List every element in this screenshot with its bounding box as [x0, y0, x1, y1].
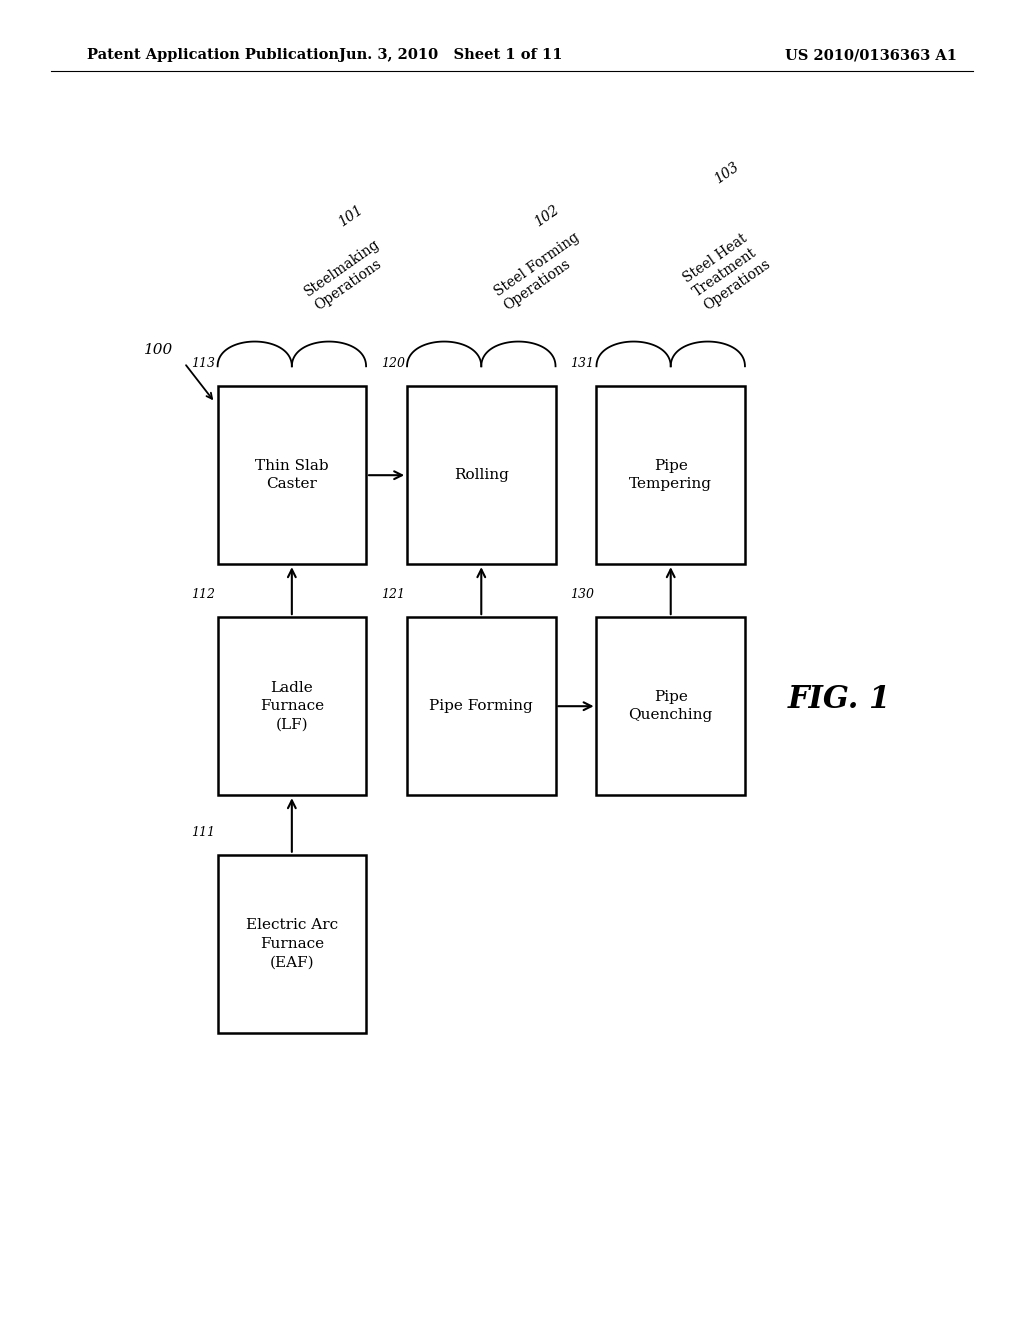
Bar	[407, 385, 555, 565]
Text: FIG. 1: FIG. 1	[788, 684, 891, 715]
Text: Pipe
Quenching: Pipe Quenching	[629, 690, 713, 722]
Text: Thin Slab
Caster: Thin Slab Caster	[255, 459, 329, 491]
Text: 113: 113	[191, 358, 215, 370]
Text: 121: 121	[381, 589, 404, 602]
Bar	[217, 855, 366, 1032]
Text: Rolling: Rolling	[454, 469, 509, 482]
Text: 101: 101	[336, 202, 366, 228]
Text: 102: 102	[531, 202, 561, 228]
Bar	[217, 618, 366, 795]
Text: 100: 100	[144, 343, 173, 356]
Text: US 2010/0136363 A1: US 2010/0136363 A1	[785, 49, 957, 62]
Text: Pipe Forming: Pipe Forming	[429, 700, 534, 713]
Text: 111: 111	[191, 826, 215, 840]
Text: Electric Arc
Furnace
(EAF): Electric Arc Furnace (EAF)	[246, 919, 338, 969]
Text: 112: 112	[191, 589, 215, 602]
Text: Steelmaking
Operations: Steelmaking Operations	[302, 238, 392, 313]
Text: Ladle
Furnace
(LF): Ladle Furnace (LF)	[260, 681, 324, 731]
Bar	[596, 385, 745, 565]
Text: Jun. 3, 2010   Sheet 1 of 11: Jun. 3, 2010 Sheet 1 of 11	[339, 49, 562, 62]
Text: 131: 131	[570, 358, 594, 370]
Text: Steel Heat
Treatment
Operations: Steel Heat Treatment Operations	[681, 228, 773, 313]
Text: 120: 120	[381, 358, 404, 370]
Bar	[217, 385, 366, 565]
Text: 103: 103	[712, 160, 741, 186]
Bar	[596, 618, 745, 795]
Bar	[407, 618, 555, 795]
Text: Patent Application Publication: Patent Application Publication	[87, 49, 339, 62]
Text: Steel Forming
Operations: Steel Forming Operations	[492, 231, 592, 313]
Text: 130: 130	[570, 589, 594, 602]
Text: Pipe
Tempering: Pipe Tempering	[629, 459, 713, 491]
